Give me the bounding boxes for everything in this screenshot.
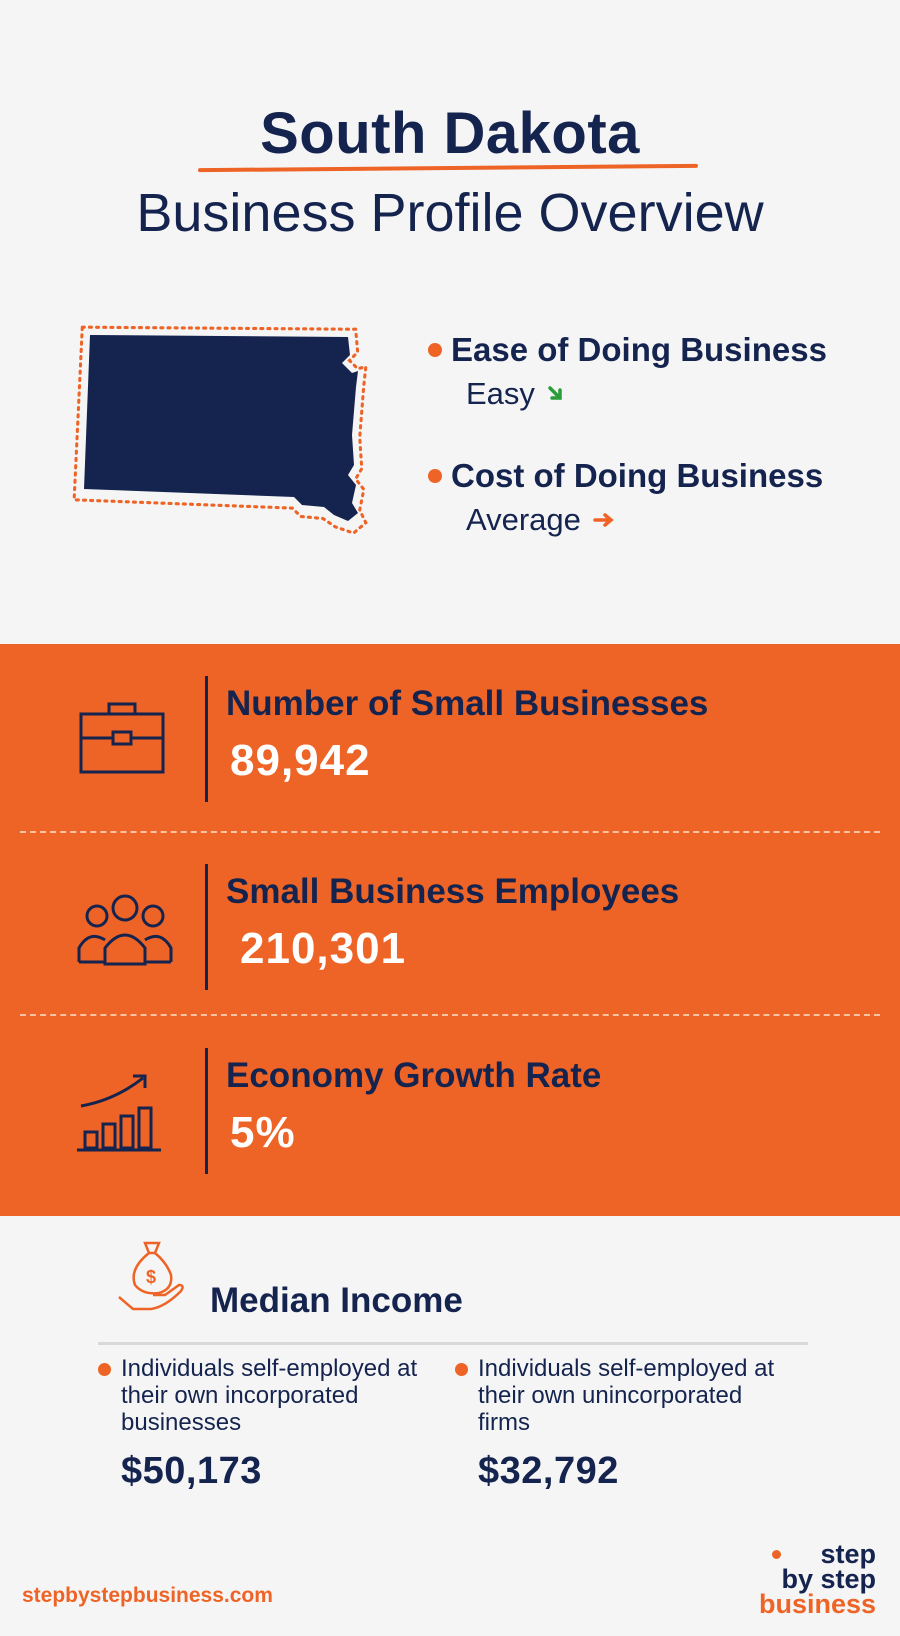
footer-url-link[interactable]: stepbystepbusiness.com <box>22 1584 273 1607</box>
income-item-unincorporated: Individuals self-employed at their own u… <box>455 1355 775 1493</box>
stat-label-businesses: Number of Small Businesses <box>226 684 709 723</box>
rating-cost-value: Average <box>466 502 581 537</box>
stat-value-businesses: 89,942 <box>230 736 371 785</box>
income-amount-unincorporated: $32,792 <box>478 1450 619 1492</box>
dashed-divider <box>20 1014 880 1016</box>
svg-text:$: $ <box>146 1267 156 1287</box>
money-bag-hand-icon: $ <box>118 1241 184 1311</box>
logo-line-3: business <box>758 1589 876 1619</box>
income-item-incorporated: Individuals self-employed at their own i… <box>98 1355 418 1493</box>
growth-chart-icon <box>77 1074 161 1152</box>
briefcase-icon <box>79 702 165 774</box>
brand-logo: step by step business <box>740 1540 880 1620</box>
median-income-title: Median Income <box>210 1281 463 1320</box>
rating-cost-label: Cost of Doing Business <box>451 457 824 494</box>
bullet-dot <box>455 1363 468 1376</box>
stat-divider <box>205 676 208 802</box>
arrow-down-right-icon <box>548 386 562 400</box>
stat-row-businesses: Number of Small Businesses 89,942 <box>0 644 900 830</box>
stat-label-growth: Economy Growth Rate <box>226 1056 602 1095</box>
income-amount-incorporated: $50,173 <box>121 1450 262 1492</box>
stat-value-employees: 210,301 <box>240 924 407 973</box>
stat-row-growth: Economy Growth Rate 5% <box>0 1016 900 1202</box>
stat-value-growth: 5% <box>230 1108 296 1157</box>
title-block: South Dakota <box>0 100 900 168</box>
stat-row-employees: Small Business Employees 210,301 <box>0 832 900 1018</box>
stats-band: Number of Small Businesses 89,942 Small … <box>0 644 900 1216</box>
arrow-right-icon <box>593 513 614 527</box>
bullet-dot <box>428 469 442 483</box>
rating-cost: Cost of Doing Business Average <box>428 456 823 540</box>
dashed-divider <box>20 831 880 833</box>
stat-label-employees: Small Business Employees <box>226 872 680 911</box>
stat-divider <box>205 864 208 990</box>
income-desc-unincorporated: Individuals self-employed at their own u… <box>478 1355 775 1436</box>
stat-divider <box>205 1048 208 1174</box>
page-title: South Dakota <box>260 101 640 166</box>
bullet-dot <box>98 1363 111 1376</box>
median-income-divider <box>98 1342 808 1345</box>
rating-ease-label: Ease of Doing Business <box>451 331 827 368</box>
logo-line-1: step <box>820 1539 876 1569</box>
page-subtitle: Business Profile Overview <box>136 183 764 243</box>
south-dakota-map-icon <box>72 325 368 535</box>
bullet-dot <box>428 343 442 357</box>
income-desc-incorporated: Individuals self-employed at their own i… <box>121 1355 418 1436</box>
rating-ease-value: Easy <box>466 376 535 411</box>
logo-line-2: by step <box>781 1564 876 1594</box>
people-group-icon <box>77 894 173 966</box>
logo-dot <box>772 1550 781 1559</box>
rating-ease: Ease of Doing Business Easy <box>428 330 827 414</box>
